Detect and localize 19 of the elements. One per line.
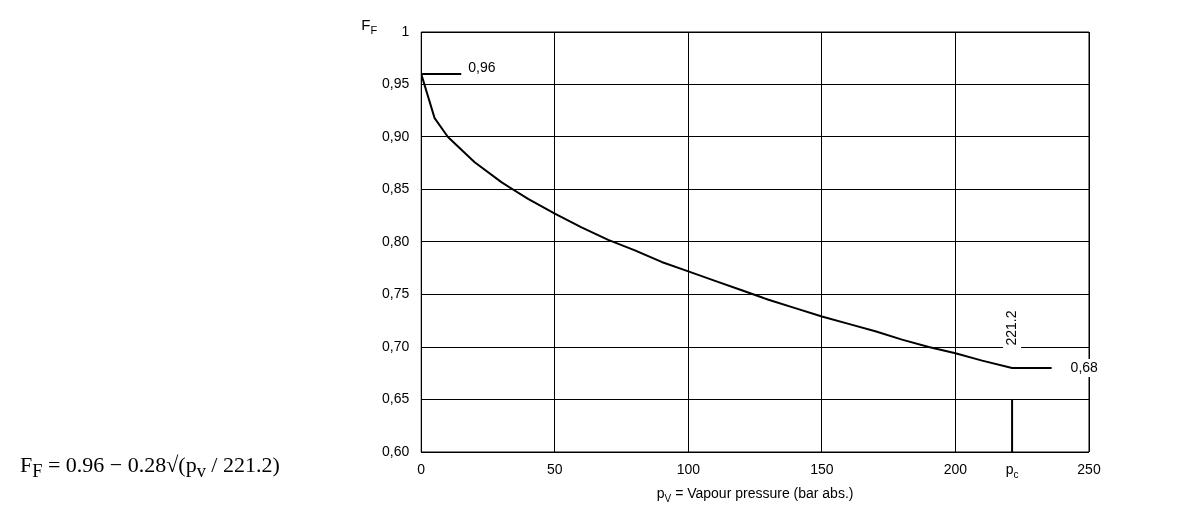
y-tick-label: 0,75: [382, 285, 410, 302]
y-tick-label: 0,60: [382, 442, 410, 459]
annotation: 0,68: [1070, 358, 1099, 375]
annotation: 0,96: [468, 58, 496, 75]
y-tick-label: 0,65: [382, 390, 410, 407]
text: F$_{F}$ = 0.96 − 0.28√(p$_{v}$ / 221.2): [20, 451, 280, 482]
x-tick-label: 150: [810, 460, 834, 477]
y-tick-label: 1: [401, 22, 410, 39]
y-tick-label: 0,90: [382, 127, 410, 144]
y-tick-label: 0,85: [382, 180, 410, 197]
x-tick-label: 200: [943, 460, 968, 477]
x-tick-label: 250: [1077, 460, 1101, 477]
y-tick-label: 0,80: [382, 232, 410, 249]
ref-line-label: 221.2: [1002, 310, 1019, 346]
x-tick-label: 100: [676, 460, 701, 477]
y-tick-label: 0,70: [382, 337, 410, 354]
x-tick-label: 0: [417, 460, 426, 477]
x-tick-label: 50: [547, 460, 563, 477]
y-tick-label: 0,95: [382, 75, 410, 92]
